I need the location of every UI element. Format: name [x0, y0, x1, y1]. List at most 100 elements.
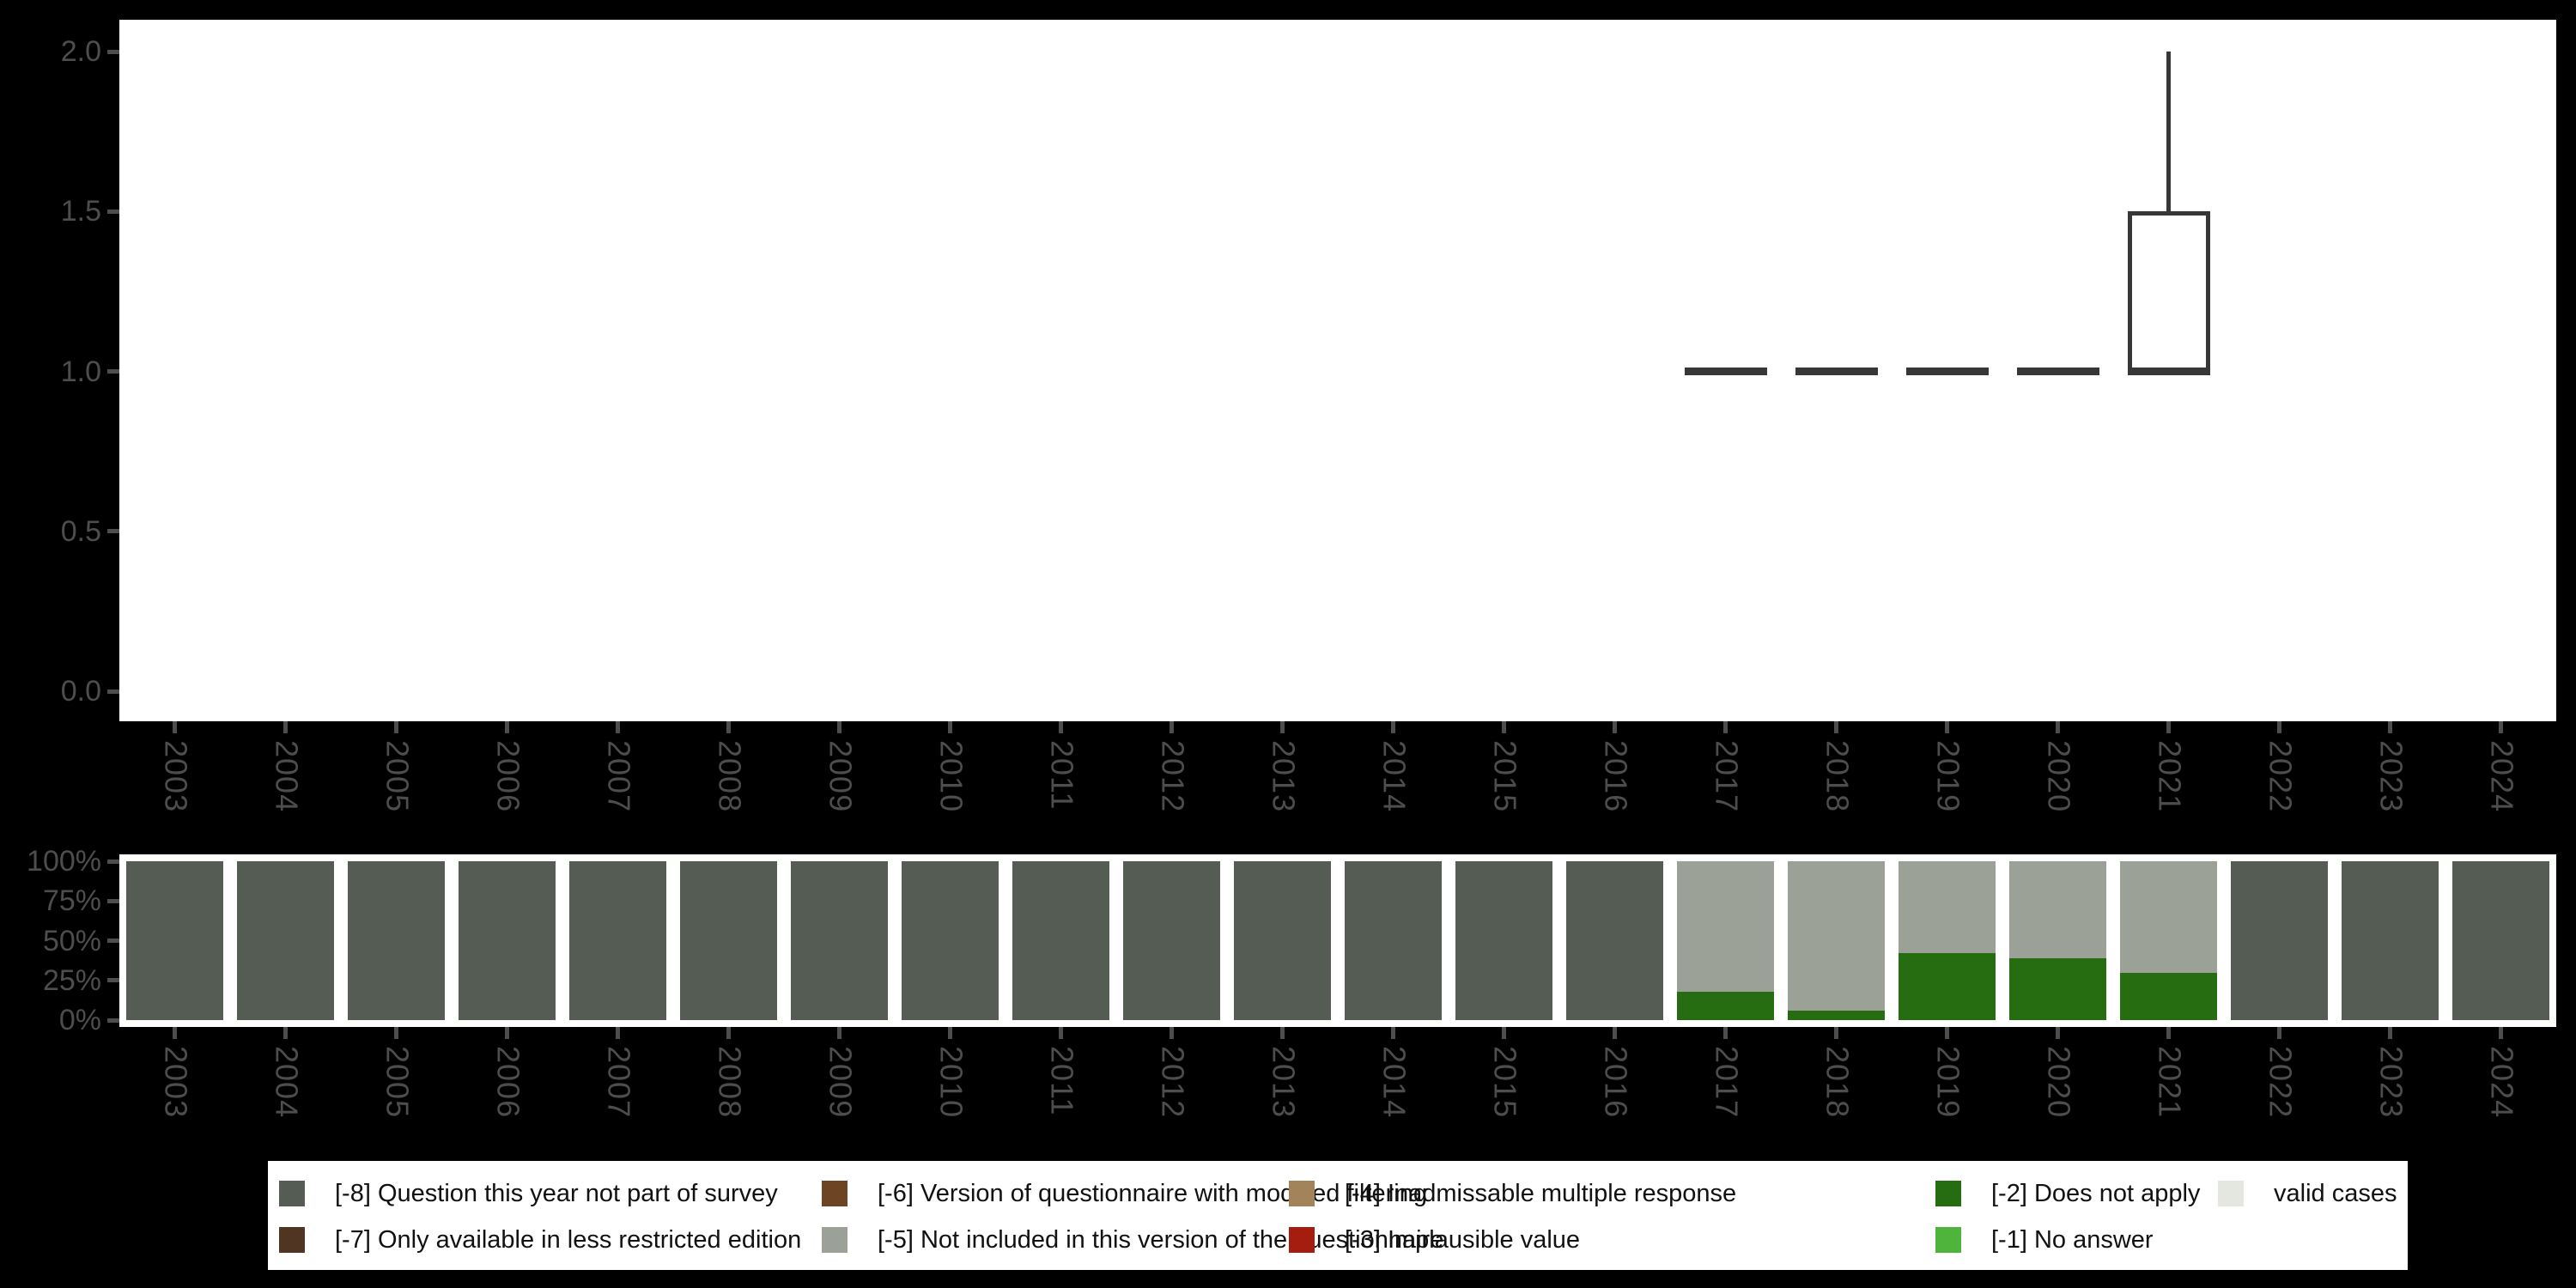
- x-axis-year-label: 2020: [2041, 1046, 2077, 1119]
- bar-segment-2020--2: [2009, 957, 2106, 1020]
- legend-label--1: [-1] No answer: [1991, 1226, 2154, 1254]
- x-axis-year-label: 2007: [601, 1046, 637, 1119]
- y-axis-tick: [107, 369, 119, 374]
- bar-segment-2012--8: [1123, 861, 1220, 1020]
- x-axis-tick: [2277, 721, 2281, 733]
- x-axis-tick: [1170, 1027, 1174, 1039]
- bar-segment-2022--8: [2231, 861, 2328, 1020]
- bar-segment-2020--5: [2009, 861, 2106, 958]
- y-axis-tick: [107, 529, 119, 534]
- x-axis-tick: [1945, 1027, 1949, 1039]
- bar-segment-2017--2: [1677, 991, 1774, 1020]
- x-axis-year-label: 2014: [1376, 740, 1413, 813]
- x-axis-year-label: 2015: [1487, 740, 1523, 813]
- x-axis-tick: [1502, 1027, 1506, 1039]
- y-axis-label: 1.0: [60, 355, 101, 388]
- y-axis-tick: [107, 689, 119, 694]
- y-axis-label: 0.5: [60, 514, 101, 548]
- x-axis-tick: [2166, 1027, 2171, 1039]
- legend: [-8] Question this year not part of surv…: [268, 1161, 2408, 1270]
- x-axis-tick: [2056, 1027, 2060, 1039]
- bar-segment-2014--8: [1345, 861, 1442, 1020]
- x-axis-tick: [173, 1027, 177, 1039]
- x-axis-tick: [616, 1027, 620, 1039]
- x-axis-year-label: 2008: [712, 1046, 748, 1119]
- percent-axis-label: 50%: [42, 924, 101, 957]
- bar-segment-2003--8: [126, 861, 223, 1020]
- y-axis-label: 1.5: [60, 195, 101, 228]
- x-axis-tick: [394, 721, 398, 733]
- x-axis-year-label: 2019: [1930, 740, 1966, 813]
- percent-axis-tick: [107, 1018, 119, 1023]
- legend-label--5: [-5] Not included in this version of the…: [878, 1226, 1444, 1254]
- x-axis-tick: [2056, 721, 2060, 733]
- bar-segment-2019--5: [1899, 861, 1996, 954]
- x-axis-year-label: 2019: [1930, 1046, 1966, 1119]
- bar-segment-2010--8: [902, 861, 999, 1020]
- x-axis-tick: [948, 1027, 952, 1039]
- x-axis-tick: [1280, 1027, 1285, 1039]
- x-axis-year-label: 2011: [1044, 740, 1080, 811]
- x-axis-tick: [2388, 721, 2392, 733]
- x-axis-year-label: 2013: [1266, 1046, 1302, 1119]
- x-axis-year-label: 2021: [2152, 1046, 2188, 1119]
- x-axis-year-label: 2020: [2041, 740, 2077, 813]
- legend-swatch--2: [1935, 1181, 1961, 1206]
- x-axis-tick: [283, 1027, 288, 1039]
- legend-label--4: [-4] Inadmissable multiple response: [1345, 1180, 1737, 1207]
- x-axis-year-label: 2009: [823, 740, 859, 813]
- bar-segment-2004--8: [237, 861, 334, 1020]
- legend-label--8: [-8] Question this year not part of surv…: [335, 1180, 778, 1207]
- legend-swatch--6: [822, 1181, 848, 1206]
- x-axis-year-label: 2021: [2152, 740, 2188, 813]
- bar-segment-2015--8: [1455, 861, 1552, 1020]
- bar-segment-2011--8: [1012, 861, 1109, 1020]
- boxplot-median-2020: [2016, 368, 2099, 375]
- x-axis-year-label: 2024: [2484, 740, 2520, 813]
- boxplot-median-2019: [1905, 368, 1989, 375]
- boxplot-panel: [119, 20, 2556, 721]
- x-axis-tick: [1613, 1027, 1617, 1039]
- boxplot-whisker-2021: [2166, 52, 2171, 212]
- x-axis-year-label: 2024: [2484, 1046, 2520, 1119]
- percent-axis-label: 100%: [27, 845, 101, 878]
- bar-segment-2018--2: [1788, 1010, 1885, 1020]
- x-axis-year-label: 2013: [1266, 740, 1302, 813]
- x-axis-tick: [394, 1027, 398, 1039]
- x-axis-tick: [948, 721, 952, 733]
- missing-values-panel: [119, 854, 2556, 1027]
- x-axis-tick: [173, 721, 177, 733]
- percent-axis-tick: [107, 939, 119, 943]
- bar-segment-2021--2: [2120, 972, 2217, 1020]
- x-axis-tick: [505, 1027, 509, 1039]
- legend-swatch--1: [1935, 1227, 1961, 1253]
- bar-segment-2018--5: [1788, 861, 1885, 1011]
- legend-label--2: [-2] Does not apply: [1991, 1180, 2201, 1207]
- bar-segment-2007--8: [569, 861, 666, 1020]
- bar-segment-2017--5: [1677, 861, 1774, 992]
- x-axis-year-label: 2022: [2263, 740, 2299, 813]
- bar-segment-2005--8: [348, 861, 445, 1020]
- x-axis-year-label: 2014: [1376, 1046, 1413, 1119]
- x-axis-tick: [505, 721, 509, 733]
- x-axis-tick: [726, 1027, 731, 1039]
- x-axis-year-label: 2012: [1155, 1046, 1191, 1119]
- percent-axis-tick: [107, 859, 119, 864]
- x-axis-tick: [2166, 721, 2171, 733]
- x-axis-year-label: 2016: [1598, 740, 1634, 813]
- x-axis-tick: [1834, 721, 1838, 733]
- bar-segment-2006--8: [459, 861, 556, 1020]
- bar-segment-2009--8: [791, 861, 888, 1020]
- boxplot-median-2018: [1795, 368, 1878, 375]
- bar-segment-2023--8: [2342, 861, 2439, 1020]
- boxplot-median-2021: [2127, 368, 2210, 375]
- x-axis-tick: [1391, 1027, 1395, 1039]
- percent-axis-label: 25%: [42, 963, 101, 997]
- boxplot-median-2017: [1684, 368, 1767, 375]
- boxplot-box-2021: [2127, 211, 2210, 372]
- x-axis-year-label: 2011: [1044, 1046, 1080, 1116]
- x-axis-year-label: 2012: [1155, 740, 1191, 813]
- x-axis-year-label: 2023: [2373, 740, 2409, 813]
- y-axis-tick: [107, 209, 119, 214]
